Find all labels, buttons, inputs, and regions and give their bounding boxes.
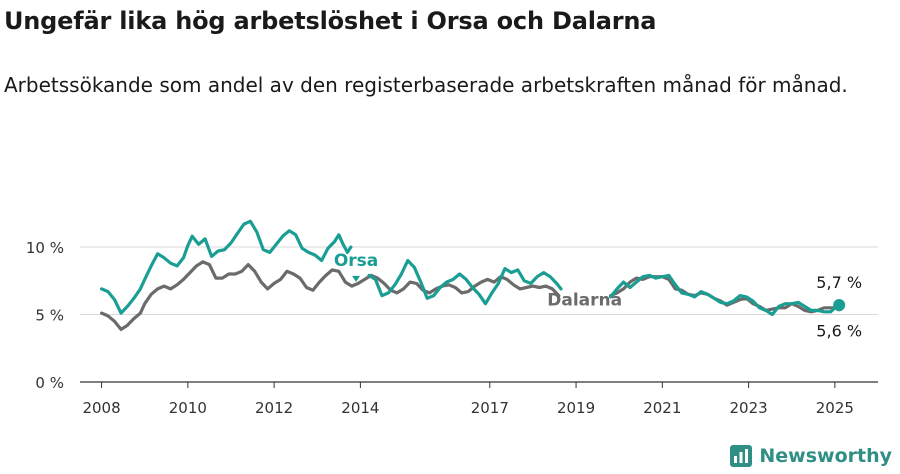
x-tick-label: 2012 bbox=[255, 399, 293, 417]
x-tick-label: 2019 bbox=[557, 399, 595, 417]
y-tick-label: 10 % bbox=[26, 239, 64, 257]
series-label-orsa-pointer bbox=[352, 275, 361, 282]
brand-name: Newsworthy bbox=[759, 445, 892, 467]
x-tick-label: 2010 bbox=[169, 399, 207, 417]
x-tick-label: 2017 bbox=[471, 399, 509, 417]
gridlines: 0 % 5 % 10 % bbox=[26, 239, 878, 392]
chart-subtitle: Arbetssökande som andel av den registerb… bbox=[4, 73, 848, 97]
y-tick-label: 5 % bbox=[35, 307, 64, 325]
x-tick-label: 2025 bbox=[816, 399, 854, 417]
end-label-orsa: 5,7 % bbox=[816, 273, 862, 292]
series-label-dalarna: Dalarna bbox=[547, 291, 622, 311]
y-tick-label: 0 % bbox=[35, 374, 64, 392]
series-line-dalarna bbox=[100, 260, 561, 331]
x-tick-label: 2014 bbox=[341, 399, 379, 417]
brand-logo: Newsworthy bbox=[729, 444, 892, 468]
series-line-orsa bbox=[100, 219, 353, 315]
x-axis: 2008 2010 2012 2014 2017 2019 2021 2023 2025 bbox=[82, 382, 854, 417]
series-line-orsa bbox=[609, 273, 841, 317]
series-line-orsa bbox=[367, 258, 563, 306]
x-tick-label: 2008 bbox=[82, 399, 120, 417]
series-label-orsa: Orsa bbox=[334, 251, 378, 271]
x-tick-label: 2023 bbox=[730, 399, 768, 417]
chart-title: Ungefär lika hög arbetslöshet i Orsa och… bbox=[4, 7, 657, 35]
series-labels: 5,7 % 5,6 % Orsa Dalarna bbox=[334, 251, 862, 341]
end-point-orsa bbox=[833, 299, 846, 312]
end-label-dalarna: 5,6 % bbox=[816, 321, 862, 340]
newsworthy-logo-icon bbox=[730, 445, 753, 467]
x-tick-label: 2021 bbox=[643, 399, 681, 417]
series-lines bbox=[100, 219, 846, 331]
